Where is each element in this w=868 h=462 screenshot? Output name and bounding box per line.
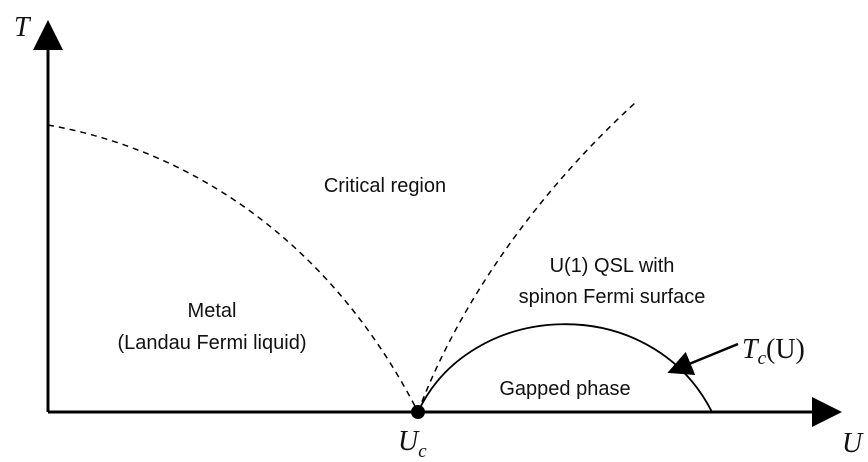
critical-region-label: Critical region <box>324 175 446 197</box>
critical-point-label: Uc <box>398 426 427 462</box>
qsl-label: U(1) QSL with <box>550 255 675 277</box>
metal-label: (Landau Fermi liquid) <box>118 332 307 354</box>
crossover-right <box>417 102 636 413</box>
metal-label: Metal <box>188 300 237 322</box>
y-axis-label: T <box>14 12 32 43</box>
gapped-label: Gapped phase <box>499 378 630 400</box>
x-axis-label: U <box>842 428 864 459</box>
label-arrow <box>667 342 739 375</box>
critical-point <box>411 405 425 419</box>
transition-label: Tc(U) <box>742 334 805 369</box>
qsl-label: spinon Fermi surface <box>519 286 706 308</box>
crossover-left <box>47 124 419 413</box>
